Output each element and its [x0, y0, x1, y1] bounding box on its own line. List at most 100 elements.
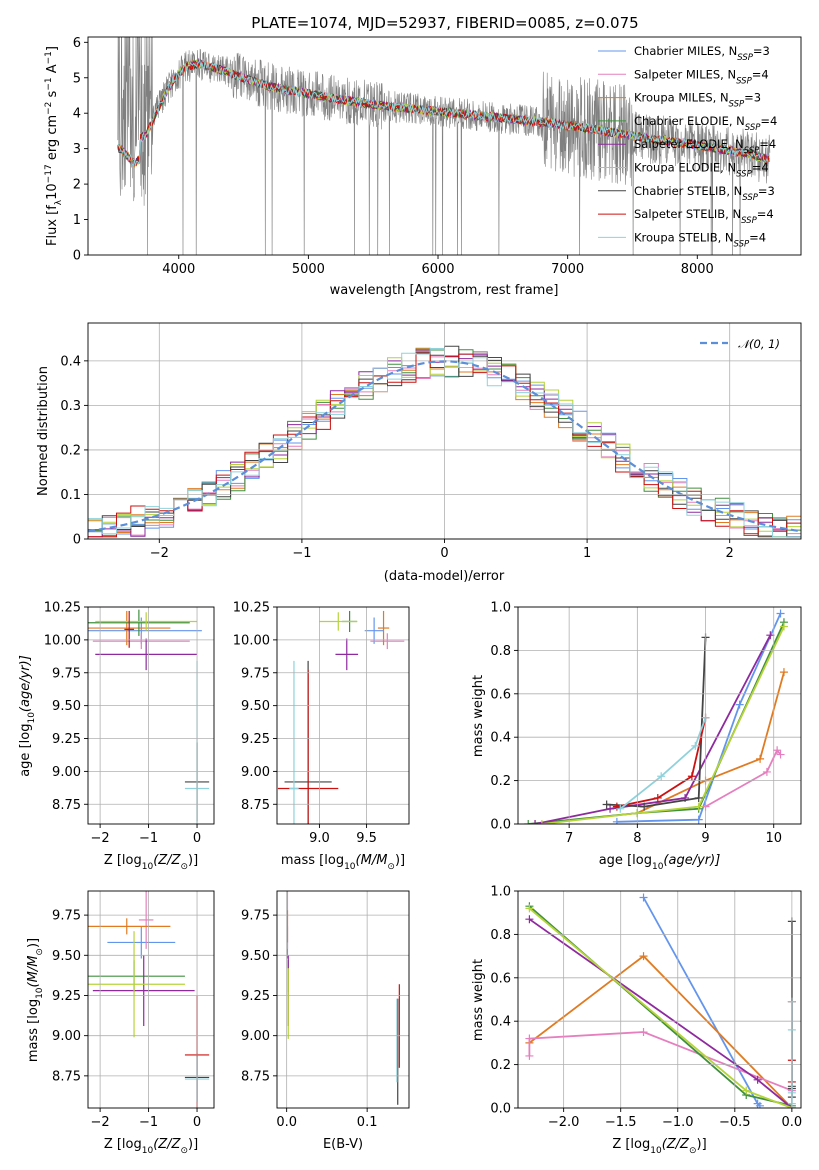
weight-line-krou_stelib	[619, 717, 707, 810]
y-tick-label: 9.75	[241, 909, 270, 924]
axes-mass_vs_Z: −2 −1 0 8.75 9.00 9.25 9.50 9.75 Z [log10(Z/Z⊙)]…	[26, 890, 215, 1156]
plot-area-age_vs_mass	[277, 610, 405, 824]
y-tick-label: 6	[73, 36, 81, 51]
x-tick-label: 1	[583, 546, 591, 561]
y-tick-label: 9.50	[52, 699, 81, 714]
legend-label-krou_stelib: Kroupa STELIB, NSSP=4	[634, 230, 766, 249]
mass_weight_vs_Z-xlabel: Z [log10(Z/Z⊙)]	[612, 1137, 706, 1156]
mass_weight_vs_age-xlabel: age [log10(age/yr)]	[599, 853, 721, 872]
y-tick-label: 9.25	[241, 732, 270, 747]
y-tick-label: 10.25	[44, 601, 81, 616]
weight-marker-krou_miles	[779, 668, 788, 677]
weight-marker-krou_stelib	[691, 741, 700, 750]
legend-label-krou_miles: Kroupa MILES, NSSP=3	[634, 91, 761, 110]
y-tick-label: 0.4	[490, 1015, 511, 1030]
legend-label-salp_miles: Salpeter MILES, NSSP=4	[634, 67, 769, 86]
x-tick-label: −1.5	[605, 1115, 637, 1130]
axes-mass_weight_vs_age: 7 8 9 10 0.0 0.2 0.4 0.6 0.8 1.0 age [log10(age/yr…	[471, 601, 802, 872]
weight-marker-chab_miles	[612, 817, 621, 824]
axes-frame	[87, 606, 215, 825]
x-tick-label: 8	[633, 831, 641, 846]
x-tick-label: −2	[150, 546, 169, 561]
x-tick-label: −2.0	[548, 1115, 580, 1130]
legend-label-chab_stelib: Chabrier STELIB, NSSP=3	[634, 184, 775, 203]
x-tick-label: 0.0	[276, 1115, 297, 1130]
x-tick-label: −1.0	[662, 1115, 694, 1130]
y-tick-label: 9.50	[52, 949, 81, 964]
legend-label-krou_elodie: Kroupa ELODIE, NSSP=4	[634, 161, 769, 180]
x-tick-label: 9	[701, 831, 709, 846]
weight-marker-chab_miles	[639, 893, 648, 902]
y-tick-label: 0.2	[490, 1058, 511, 1073]
y-tick-label: 0.4	[490, 731, 511, 746]
axes-residuals: −2 −1 0 1 2 0 0.1 0.2 0.3 0.4 𝒩(0, 1) (data-model)/…	[36, 322, 802, 584]
weight-marker-salp_stelib	[687, 772, 696, 781]
y-tick-label: 3	[73, 142, 81, 157]
x-tick-label: 9.0	[309, 831, 330, 846]
mass_vs_Z-xlabel: Z [log10(Z/Z⊙)]	[104, 1137, 198, 1156]
y-tick-label: 10.25	[233, 601, 270, 616]
spectrum-model-krou_stelib	[117, 58, 770, 167]
x-tick-label: −1	[139, 831, 158, 846]
x-tick-label: −1	[139, 1115, 158, 1130]
x-tick-label: −1	[292, 546, 311, 561]
weight-marker-krou_elodie	[525, 904, 534, 913]
y-tick-label: 10.00	[44, 633, 81, 648]
x-tick-label: 7000	[551, 262, 584, 277]
y-tick-label: 5	[73, 71, 81, 86]
weight-marker-salp_stelib	[612, 802, 621, 811]
mass_vs_ebv-xlabel: E(B-V)	[323, 1137, 363, 1152]
legend-label-chab_miles: Chabrier MILES, NSSP=3	[634, 44, 770, 63]
y-tick-label: 9.25	[52, 989, 81, 1004]
axes-frame	[87, 36, 802, 256]
y-tick-label: 8.75	[241, 1069, 270, 1084]
weight-marker-salp_miles	[639, 1028, 648, 1037]
mass_weight_vs_age-ylabel: mass weight	[471, 675, 486, 757]
x-tick-label: 4000	[162, 262, 195, 277]
y-tick-label: 8.75	[52, 798, 81, 813]
y-tick-label: 0.8	[490, 644, 511, 659]
y-tick-label: 0	[73, 533, 81, 548]
weight-line-salp_elodie	[534, 634, 772, 824]
y-tick-label: 9.50	[241, 949, 270, 964]
weight-marker-salp_miles	[525, 1034, 534, 1043]
residuals-ylabel: Normed distribution	[36, 366, 51, 496]
spectrum-legend: Chabrier MILES, NSSP=3 Salpeter MILES, NS…	[598, 44, 777, 249]
x-tick-label: 0	[193, 831, 201, 846]
x-tick-label: −2	[91, 1115, 110, 1130]
y-tick-label: 9.00	[52, 1029, 81, 1044]
x-tick-label: −0.5	[719, 1115, 751, 1130]
axes-frame	[517, 890, 802, 1109]
legend-label-salp_elodie: Salpeter ELODIE, NSSP=4	[634, 137, 776, 156]
weight-marker-krou_elodie	[694, 802, 703, 811]
x-tick-label: 0	[193, 1115, 201, 1130]
x-tick-label: 0	[440, 546, 448, 561]
weight-marker-salp_miles	[773, 746, 782, 755]
weight-line-krou_miles	[528, 954, 793, 1108]
legend-label-chab_elodie: Chabrier ELODIE, NSSP=4	[634, 114, 777, 133]
mass_vs_Z-ylabel: mass [log10(M/M⊙)]	[26, 938, 45, 1062]
weight-marker-krou_elodie	[779, 622, 788, 631]
y-tick-label: 9.75	[241, 666, 270, 681]
figure-title: PLATE=1074, MJD=52937, FIBERID=0085, z=0…	[251, 14, 638, 32]
weight-marker-salp_elodie	[753, 1075, 762, 1084]
weight-marker-salp_miles	[762, 767, 771, 776]
x-tick-label: 7	[565, 831, 573, 846]
y-tick-label: 9.00	[241, 765, 270, 780]
age_vs_Z-ylabel: age [log10(age/yr)]	[18, 655, 37, 777]
weight-marker-krou_miles	[639, 952, 648, 961]
y-tick-label: 1.0	[490, 601, 511, 616]
y-tick-label: 1.0	[490, 885, 511, 900]
axes-frame	[276, 606, 410, 825]
weight-marker-salp_elodie	[531, 820, 540, 824]
weight-marker-krou_elodie	[742, 1086, 751, 1095]
y-tick-label: 9.25	[241, 989, 270, 1004]
axes-age_vs_Z: −2 −1 0 8.75 9.00 9.25 9.50 9.75 10.00 10.25 Z [lo…	[18, 601, 215, 872]
x-tick-label: 0.0	[782, 1115, 803, 1130]
weight-marker-krou_elodie	[537, 820, 546, 824]
y-tick-label: 0.3	[60, 399, 81, 414]
x-tick-label: 6000	[421, 262, 454, 277]
residuals-xlabel: (data-model)/error	[384, 569, 505, 584]
axes-frame	[276, 890, 410, 1109]
y-tick-label: 0.2	[60, 443, 81, 458]
